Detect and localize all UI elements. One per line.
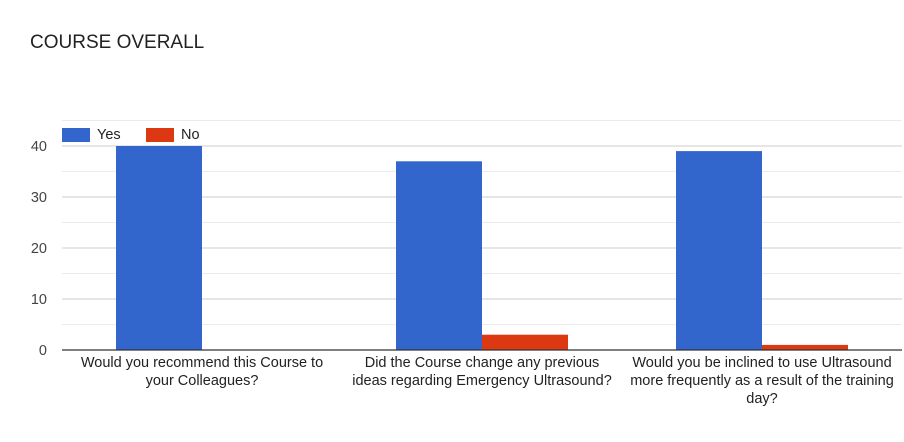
x-axis-category-label-1: Would you recommend this Course to your … xyxy=(80,355,324,389)
legend-label-yes: Yes xyxy=(97,127,121,143)
legend-item-yes: Yes xyxy=(62,127,121,143)
legend-swatch-no xyxy=(146,128,174,142)
bar-yes-3 xyxy=(676,151,762,350)
bar-no-2 xyxy=(482,334,568,350)
bar-yes-2 xyxy=(396,161,482,350)
chart-title: COURSE OVERALL xyxy=(30,32,205,53)
y-tick-label-40: 40 xyxy=(31,139,47,155)
bars xyxy=(116,146,848,350)
y-tick-label-20: 20 xyxy=(31,241,47,257)
bar-yes-1 xyxy=(116,146,202,350)
x-axis-category-label-3: Would you be inclined to use Ultrasound … xyxy=(630,355,894,407)
legend-label-no: No xyxy=(181,127,200,143)
legend-item-no: No xyxy=(146,127,200,143)
y-tick-label-30: 30 xyxy=(31,190,47,206)
legend-swatch-yes xyxy=(62,128,90,142)
y-axis-tick-labels: 0 10 20 30 40 xyxy=(31,139,47,359)
y-tick-label-0: 0 xyxy=(39,343,47,359)
y-tick-label-10: 10 xyxy=(31,292,47,308)
x-axis-category-label-2: Did the Course change any previous ideas… xyxy=(352,355,612,389)
bar-no-3 xyxy=(762,344,848,350)
